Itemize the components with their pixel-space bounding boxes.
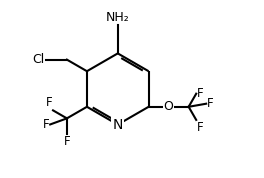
Text: N: N bbox=[112, 118, 123, 132]
Text: F: F bbox=[64, 135, 70, 148]
Text: Cl: Cl bbox=[32, 53, 45, 66]
Text: O: O bbox=[163, 100, 173, 113]
Text: F: F bbox=[207, 97, 214, 110]
Text: F: F bbox=[197, 121, 204, 134]
Text: NH₂: NH₂ bbox=[106, 11, 130, 24]
Text: F: F bbox=[43, 118, 49, 131]
Text: F: F bbox=[45, 96, 52, 109]
Text: F: F bbox=[197, 87, 204, 100]
